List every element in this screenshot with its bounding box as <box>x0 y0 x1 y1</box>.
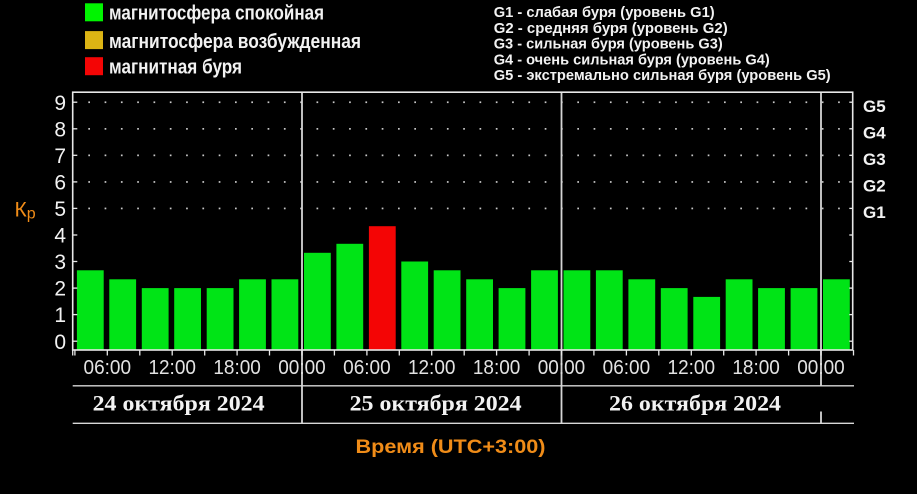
svg-text:3: 3 <box>54 251 66 274</box>
svg-text:00:00: 00:00 <box>278 357 326 379</box>
svg-text:4: 4 <box>54 225 66 248</box>
svg-text:G2 - средняя буря (уровень G2): G2 - средняя буря (уровень G2) <box>494 20 728 37</box>
svg-text:12:00: 12:00 <box>408 357 456 379</box>
svg-text:12:00: 12:00 <box>148 357 196 379</box>
svg-text:18:00: 18:00 <box>213 357 261 379</box>
svg-text:G4: G4 <box>863 124 886 143</box>
svg-text:7: 7 <box>54 145 66 168</box>
svg-text:магнитная буря: магнитная буря <box>109 56 242 78</box>
svg-text:G1 - слабая буря (уровень G1): G1 - слабая буря (уровень G1) <box>494 4 715 21</box>
svg-text:1: 1 <box>54 304 66 327</box>
svg-text:06:00: 06:00 <box>84 357 132 379</box>
svg-text:26 октября 2024: 26 октября 2024 <box>609 391 781 416</box>
svg-text:0: 0 <box>54 331 66 354</box>
svg-text:магнитосфера спокойная: магнитосфера спокойная <box>109 3 324 25</box>
svg-text:G4 - очень сильная буря (урове: G4 - очень сильная буря (уровень G4) <box>494 51 770 68</box>
svg-text:8: 8 <box>54 118 66 141</box>
svg-text:G5: G5 <box>863 97 886 116</box>
svg-text:18:00: 18:00 <box>732 357 780 379</box>
svg-text:00:00: 00:00 <box>538 357 586 379</box>
svg-text:00:00: 00:00 <box>797 357 845 379</box>
svg-text:6: 6 <box>54 172 66 195</box>
svg-text:12:00: 12:00 <box>668 357 716 379</box>
svg-text:24 октября 2024: 24 октября 2024 <box>93 391 265 416</box>
svg-text:G2: G2 <box>863 177 886 196</box>
svg-text:G3 - сильная буря (уровень G3): G3 - сильная буря (уровень G3) <box>494 36 723 53</box>
svg-text:06:00: 06:00 <box>603 357 651 379</box>
svg-text:G5 - экстремально сильная буря: G5 - экстремально сильная буря (уровень … <box>494 67 831 84</box>
svg-text:2: 2 <box>54 278 66 301</box>
svg-text:25 октября 2024: 25 октября 2024 <box>350 391 522 416</box>
svg-text:Время (UTC+3:00): Время (UTC+3:00) <box>356 436 546 458</box>
svg-text:G1: G1 <box>863 203 886 222</box>
svg-text:5: 5 <box>54 198 66 221</box>
svg-text:18:00: 18:00 <box>473 357 521 379</box>
svg-text:G3: G3 <box>863 150 886 169</box>
svg-text:9: 9 <box>54 92 66 115</box>
svg-text:магнитосфера возбужденная: магнитосфера возбужденная <box>109 31 361 53</box>
svg-text:06:00: 06:00 <box>343 357 391 379</box>
